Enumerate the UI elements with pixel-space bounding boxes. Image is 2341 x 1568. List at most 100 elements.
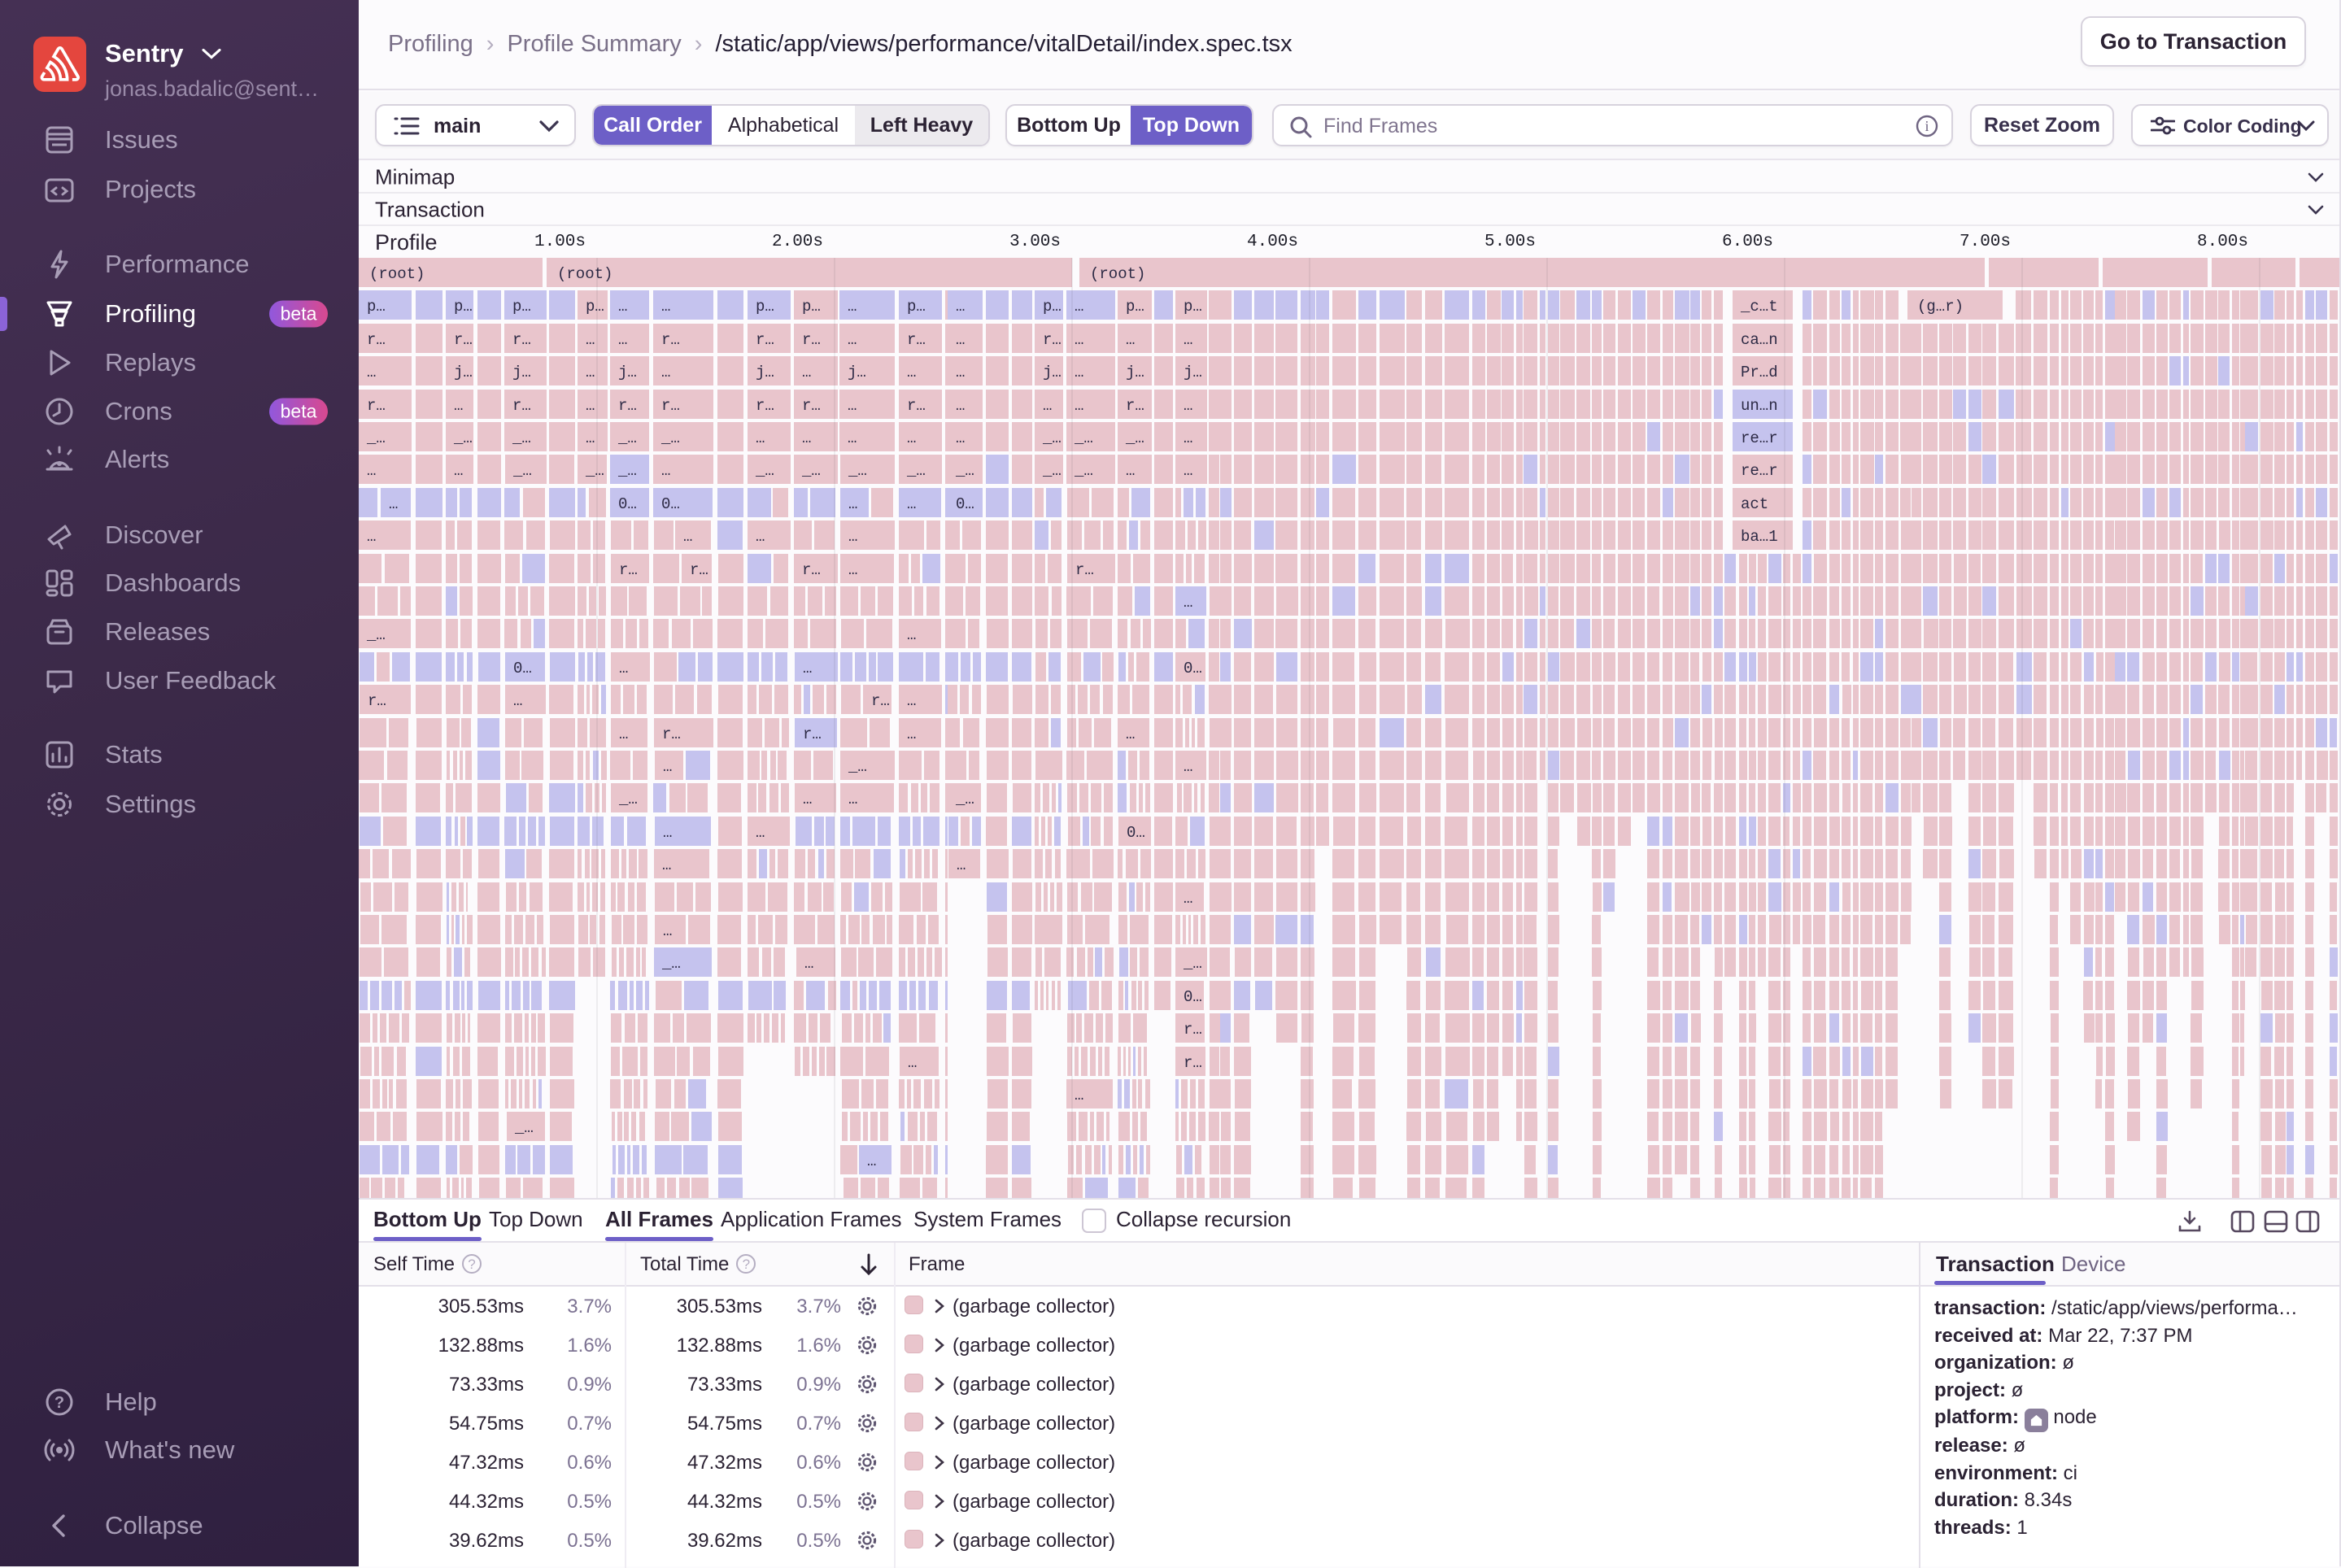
svg-text:…: … [1184, 397, 1192, 415]
svg-text:r…: r… [756, 397, 774, 415]
svg-text:…: … [848, 791, 857, 808]
svg-text:ba…1: ba…1 [1741, 528, 1778, 546]
svg-text:_…: _… [514, 1119, 534, 1137]
svg-text:r…: r… [618, 397, 637, 415]
svg-text:un…n: un…n [1741, 397, 1778, 415]
svg-text:…: … [1075, 397, 1083, 415]
svg-text:…: … [802, 364, 811, 381]
svg-text:(root): (root) [1090, 265, 1145, 283]
svg-text:_…: _… [755, 462, 774, 480]
svg-text:…: … [1184, 890, 1192, 908]
svg-text:r…: r… [454, 331, 473, 349]
svg-text:…: … [1184, 429, 1192, 447]
svg-text:0…: 0… [956, 495, 974, 513]
svg-text:(root): (root) [557, 265, 612, 283]
svg-text:…: … [1184, 331, 1192, 349]
svg-text:…: … [908, 1054, 917, 1072]
svg-text:…: … [907, 626, 916, 644]
svg-text:0…: 0… [661, 495, 680, 513]
svg-text:j…: j… [1184, 364, 1202, 381]
svg-text:p…: p… [512, 298, 531, 316]
svg-text:p…: p… [756, 298, 774, 316]
svg-text:…: … [756, 824, 765, 842]
svg-text:r…: r… [661, 397, 680, 415]
svg-text:r…: r… [661, 331, 680, 349]
svg-text:r…: r… [512, 397, 531, 415]
svg-text:r…: r… [662, 725, 681, 743]
svg-text:re…r: re…r [1741, 429, 1778, 447]
svg-text:…: … [848, 397, 857, 415]
svg-text:…: … [683, 528, 692, 546]
svg-text:_…: _… [366, 626, 386, 644]
svg-text:_c…t: _c…t [1740, 298, 1778, 316]
svg-text:(root): (root) [369, 265, 425, 283]
svg-text:_…: _… [617, 429, 637, 447]
svg-text:…: … [956, 331, 965, 349]
svg-text:r…: r… [512, 331, 531, 349]
svg-text:r…: r… [619, 561, 638, 579]
svg-text:r…: r… [756, 331, 774, 349]
svg-text:_…: _… [1042, 462, 1062, 480]
svg-text:_…: _… [512, 429, 531, 447]
svg-text:j…: j… [1126, 364, 1144, 381]
svg-text:…: … [848, 561, 857, 579]
svg-text:j…: j… [756, 364, 774, 381]
svg-text:p…: p… [586, 298, 604, 316]
svg-text:_…: _… [618, 791, 638, 808]
svg-text:r…: r… [1184, 1021, 1202, 1039]
svg-text:…: … [907, 725, 916, 743]
svg-text:…: … [1043, 397, 1052, 415]
svg-text:r…: r… [907, 397, 926, 415]
svg-text:r…: r… [1043, 331, 1062, 349]
svg-text:0…: 0… [1127, 824, 1145, 842]
svg-text:r…: r… [690, 561, 708, 579]
svg-text:…: … [907, 495, 916, 513]
svg-text:…: … [1184, 594, 1192, 612]
svg-text:r…: r… [367, 331, 386, 349]
svg-text:…: … [803, 791, 812, 808]
svg-text:…: … [618, 298, 627, 316]
svg-text:_…: _… [955, 462, 974, 480]
svg-text:Pr…d: Pr…d [1741, 364, 1778, 381]
svg-text:_…: _… [366, 429, 386, 447]
svg-text:…: … [803, 660, 812, 677]
svg-text:act: act [1741, 495, 1768, 513]
svg-text:…: … [804, 955, 813, 973]
svg-text:r…: r… [1184, 1054, 1202, 1072]
svg-text:r…: r… [803, 725, 822, 743]
svg-text:…: … [1184, 758, 1192, 776]
svg-text:p…: p… [367, 298, 386, 316]
svg-text:r…: r… [368, 692, 386, 710]
svg-text:j…: j… [1043, 364, 1062, 381]
svg-text:p…: p… [907, 298, 926, 316]
svg-text:…: … [618, 331, 627, 349]
svg-text:0…: 0… [513, 660, 532, 677]
svg-text:…: … [907, 429, 916, 447]
svg-text:…: … [586, 364, 595, 381]
svg-text:…: … [848, 331, 857, 349]
svg-text:…: … [367, 528, 376, 546]
svg-text:_…: _… [453, 429, 473, 447]
svg-text:_…: _… [617, 462, 637, 480]
svg-text:…: … [586, 429, 595, 447]
svg-text:r…: r… [367, 397, 386, 415]
svg-text:r…: r… [907, 331, 926, 349]
svg-text:r…: r… [1126, 397, 1144, 415]
svg-text:(g…r): (g…r) [1917, 298, 1964, 316]
svg-text:…: … [586, 397, 595, 415]
svg-text:r…: r… [802, 331, 821, 349]
svg-text:_…: _… [1074, 462, 1093, 480]
svg-text:…: … [848, 429, 857, 447]
svg-text:…: … [756, 429, 765, 447]
svg-text:0…: 0… [618, 495, 637, 513]
svg-text:…: … [956, 298, 965, 316]
svg-text:…: … [867, 1152, 876, 1170]
svg-text:…: … [1126, 725, 1135, 743]
svg-text:…: … [367, 462, 376, 480]
svg-text:…: … [1075, 298, 1083, 316]
svg-text:…: … [454, 397, 463, 415]
svg-text:…: … [619, 725, 628, 743]
svg-text:…: … [661, 462, 670, 480]
svg-text:0…: 0… [1184, 660, 1202, 677]
svg-text:_…: _… [661, 955, 681, 973]
